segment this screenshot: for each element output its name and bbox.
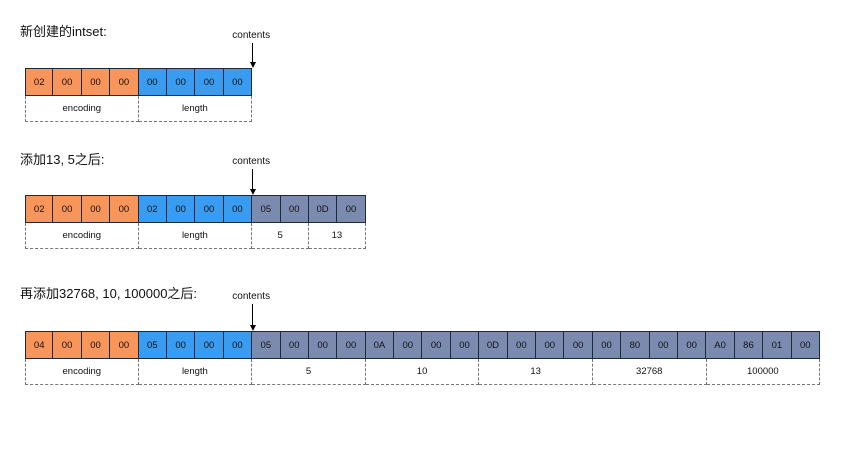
byte-cell: 00	[166, 331, 196, 359]
byte-cell: 00	[280, 331, 309, 359]
byte-cell: 00	[507, 331, 537, 359]
byte-row: 02 00 00 00 02 00 00 00 05 00 0D 00	[25, 195, 366, 223]
byte-cell: 04	[25, 331, 54, 359]
byte-cell: 0D	[479, 331, 508, 359]
field-label: 100000	[706, 359, 821, 385]
byte-cell: 00	[81, 195, 111, 223]
byte-cell: 00	[138, 68, 167, 96]
byte-cell: 00	[53, 195, 82, 223]
byte-cell: 00	[592, 331, 622, 359]
field-label-row: encoding length	[25, 96, 253, 122]
byte-cell: 00	[280, 195, 309, 223]
contents-label: contents	[232, 156, 271, 167]
arrow-head-icon	[249, 325, 256, 331]
field-label: 5	[252, 359, 366, 385]
arrow-head-icon	[249, 189, 256, 195]
byte-cell: 00	[195, 195, 224, 223]
byte-cell: 00	[422, 331, 451, 359]
field-label: encoding	[25, 223, 139, 249]
byte-cell: 00	[394, 331, 423, 359]
byte-cell: 00	[337, 331, 366, 359]
contents-arrow	[252, 43, 254, 62]
byte-cell: 80	[621, 331, 650, 359]
byte-cell: 00	[166, 68, 196, 96]
byte-cell: 05	[138, 331, 167, 359]
field-label: length	[138, 96, 253, 122]
byte-cell: 00	[337, 195, 366, 223]
field-label: length	[138, 223, 253, 249]
byte-row: 02 00 00 00 00 00 00 00	[25, 68, 253, 96]
byte-cell: 00	[53, 68, 82, 96]
byte-cell: 00	[649, 331, 678, 359]
byte-cell: 05	[252, 331, 281, 359]
byte-cell: 00	[223, 68, 253, 96]
byte-cell: 00	[223, 195, 253, 223]
byte-cell: 00	[195, 68, 224, 96]
diagram-heading: 新创建的intset:	[20, 24, 107, 39]
diagram-heading: 添加13, 5之后:	[20, 152, 105, 167]
byte-cell: 00	[110, 68, 139, 96]
field-label: encoding	[25, 359, 139, 385]
byte-cell: 02	[25, 195, 54, 223]
byte-cell: 01	[763, 331, 792, 359]
byte-cell: 00	[81, 331, 111, 359]
contents-label: contents	[232, 30, 271, 41]
byte-cell: 00	[195, 331, 224, 359]
byte-cell: 00	[564, 331, 593, 359]
contents-arrow	[252, 169, 254, 189]
byte-cell: 02	[138, 195, 167, 223]
field-label-row: encoding length 5 13	[25, 223, 366, 249]
field-label: 5	[252, 223, 309, 249]
byte-cell: 00	[166, 195, 196, 223]
byte-cell: 00	[81, 68, 111, 96]
byte-cell: 02	[25, 68, 54, 96]
byte-cell: 00	[110, 195, 139, 223]
contents-label: contents	[232, 291, 271, 302]
byte-cell: 00	[791, 331, 820, 359]
byte-cell: 00	[53, 331, 82, 359]
byte-cell: 86	[734, 331, 764, 359]
byte-cell: 00	[677, 331, 707, 359]
byte-cell: 00	[450, 331, 480, 359]
field-label: length	[138, 359, 253, 385]
byte-cell: 00	[110, 331, 139, 359]
field-label: 10	[365, 359, 480, 385]
byte-cell: 00	[223, 331, 253, 359]
byte-cell: 0D	[308, 195, 338, 223]
field-label: 13	[479, 359, 593, 385]
byte-cell: 00	[536, 331, 565, 359]
byte-cell: 0A	[365, 331, 395, 359]
byte-cell: A0	[706, 331, 735, 359]
byte-cell: 05	[252, 195, 281, 223]
field-label-row: encoding length 5 10 13 32768 100000	[25, 359, 821, 385]
field-label: 13	[308, 223, 366, 249]
byte-cell: 00	[308, 331, 338, 359]
byte-row: 04 00 00 00 05 00 00 00 05 00 00 00 0A 00 00 00 0D 00 00 00…	[25, 331, 820, 359]
diagram-heading: 再添加32768, 10, 100000之后:	[20, 286, 198, 301]
field-label: 32768	[592, 359, 707, 385]
contents-arrow	[252, 304, 254, 325]
arrow-head-icon	[249, 62, 256, 68]
field-label: encoding	[25, 96, 139, 122]
